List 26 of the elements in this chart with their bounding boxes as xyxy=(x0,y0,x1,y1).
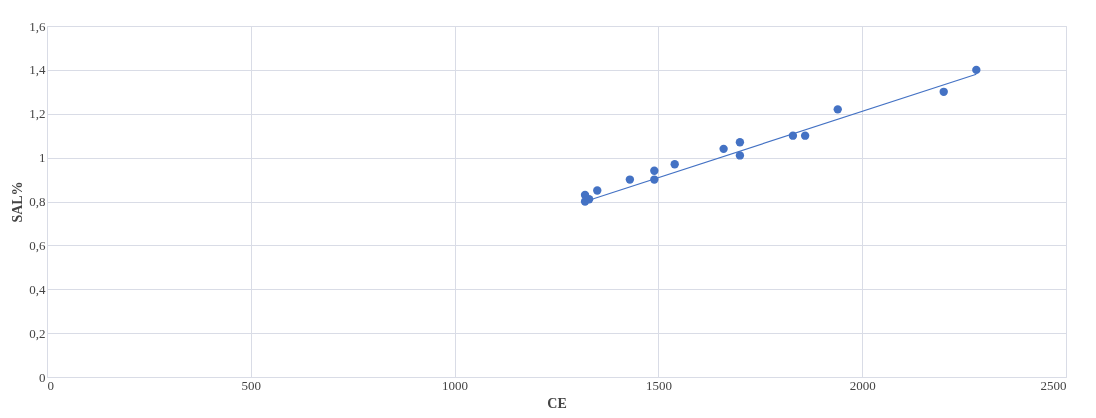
point xyxy=(735,151,745,160)
point xyxy=(939,87,948,96)
x-tick-label: 1500 xyxy=(645,377,672,393)
y-axis-title: SAL% xyxy=(10,181,26,223)
y-tick-label: 1,4 xyxy=(29,62,46,78)
point xyxy=(593,186,602,195)
y-tick-label: 0,4 xyxy=(29,281,46,297)
x-tick-label: 500 xyxy=(241,377,262,393)
y-tick-label: 0,2 xyxy=(29,325,46,341)
point xyxy=(625,175,635,184)
point xyxy=(800,131,810,140)
point xyxy=(833,105,842,114)
y-tick-label: 1,2 xyxy=(29,106,46,122)
x-tick-label: 1000 xyxy=(442,377,469,393)
point xyxy=(670,160,679,169)
point xyxy=(735,138,745,147)
y-tick-label: 0,8 xyxy=(29,194,46,209)
point xyxy=(719,144,728,154)
x-tick-label: 2000 xyxy=(849,377,876,393)
point xyxy=(972,65,981,75)
point xyxy=(650,166,659,175)
x-axis-title: CE xyxy=(547,395,567,411)
y-tick-label: 0,6 xyxy=(29,237,46,253)
y-tick-label: 1,6 xyxy=(29,18,46,34)
y-tick-label: 1 xyxy=(39,150,46,166)
x-tick-label: 2500 xyxy=(1040,377,1067,393)
